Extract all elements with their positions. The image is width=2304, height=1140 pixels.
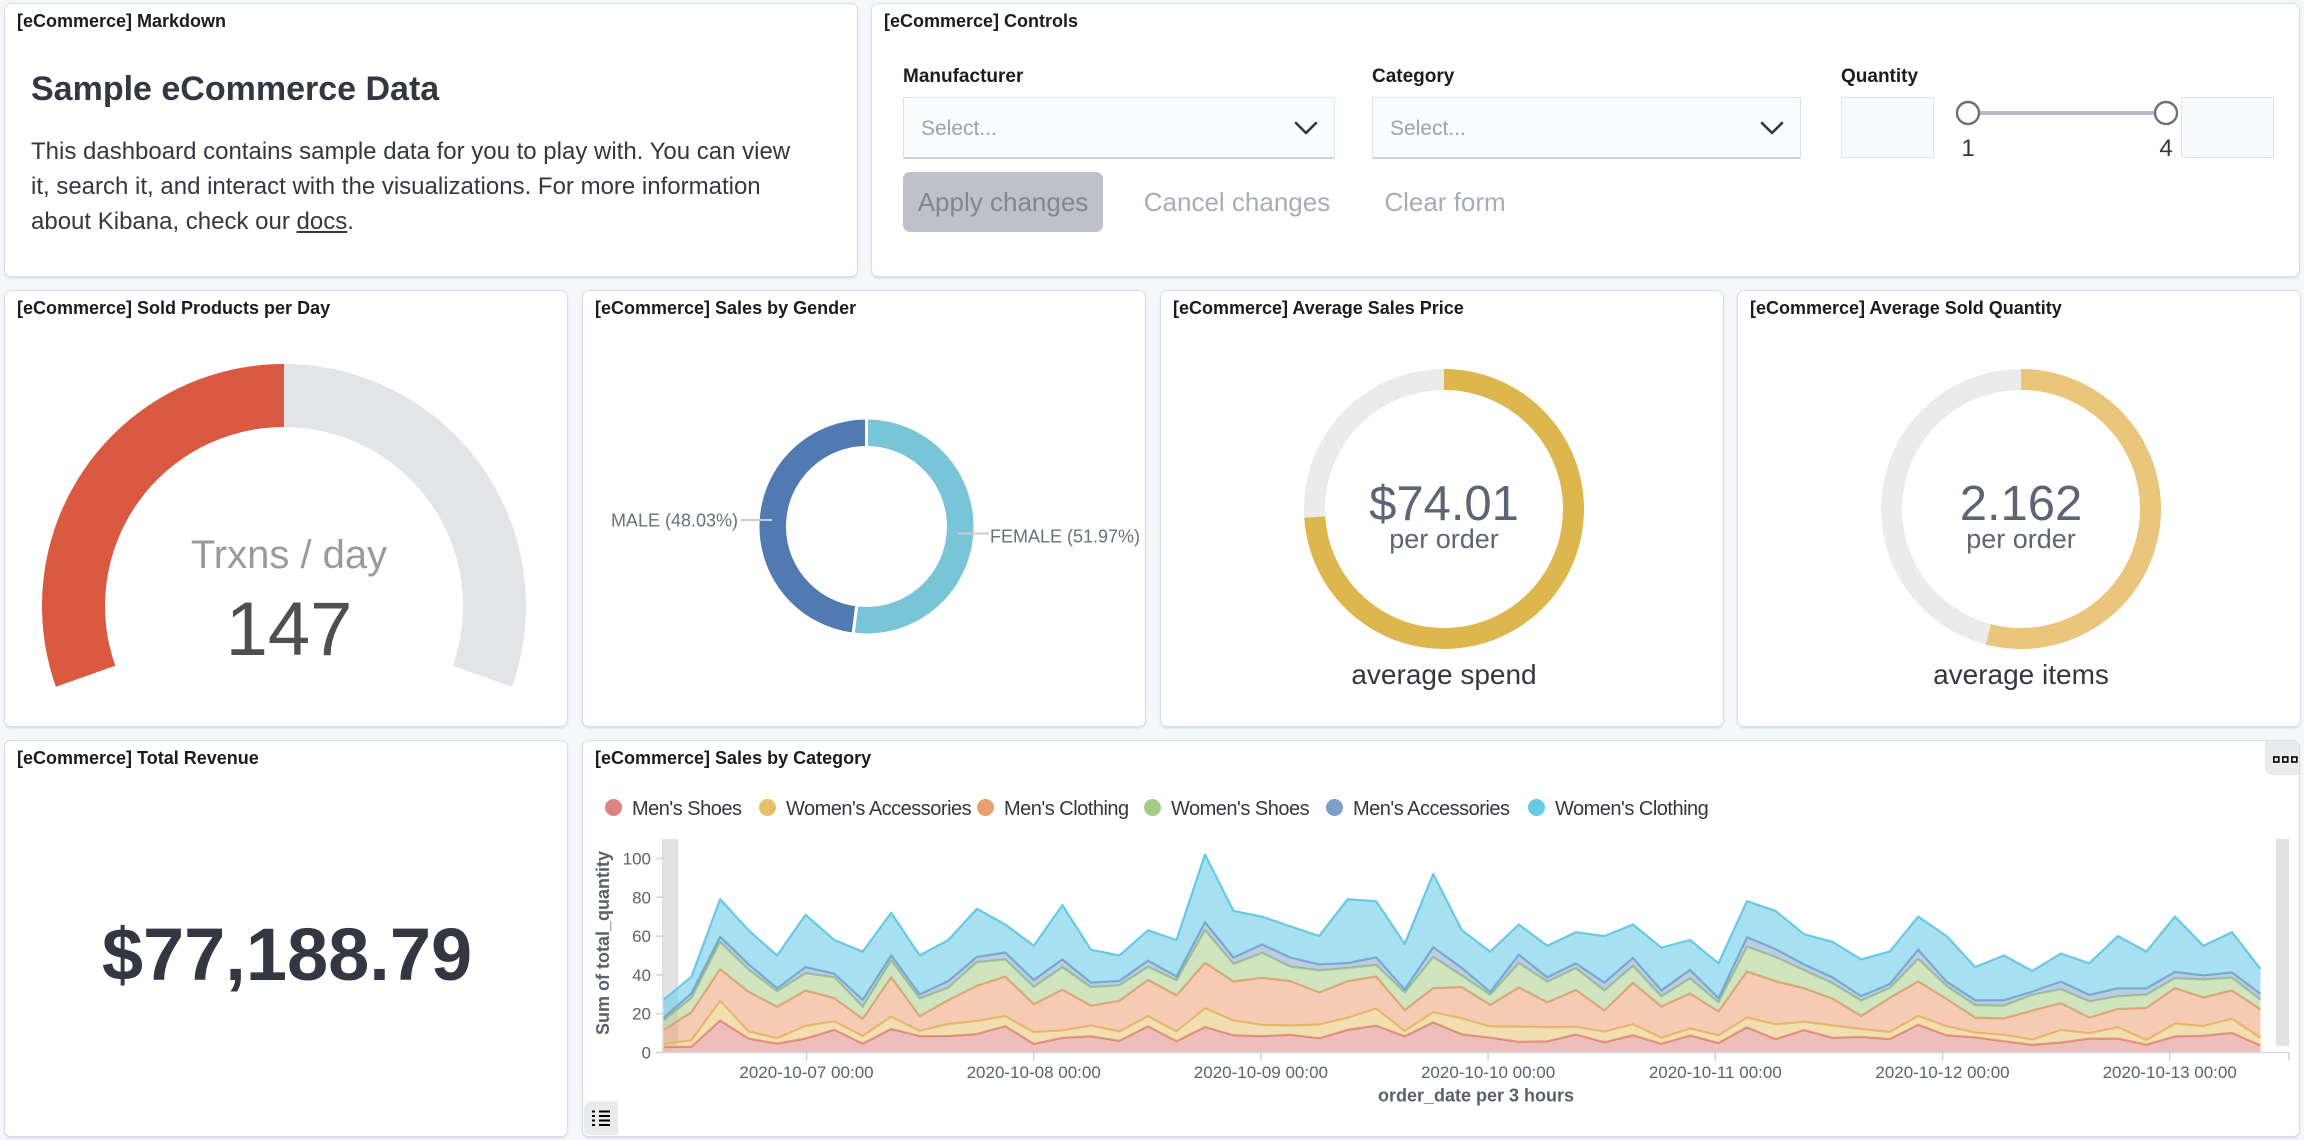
svg-text:2020-10-09 00:00: 2020-10-09 00:00 xyxy=(1194,1063,1328,1082)
svg-text:Sum of total_quantity: Sum of total_quantity xyxy=(593,851,613,1035)
svg-text:per order: per order xyxy=(1966,524,2076,554)
svg-text:order_date per 3 hours: order_date per 3 hours xyxy=(1378,1086,1574,1106)
svg-text:2020-10-13 00:00: 2020-10-13 00:00 xyxy=(2103,1063,2237,1082)
svg-text:2020-10-11 00:00: 2020-10-11 00:00 xyxy=(1649,1063,1782,1082)
svg-text:4: 4 xyxy=(2159,135,2172,162)
svg-text:per order: per order xyxy=(1389,524,1499,554)
svg-text:average spend: average spend xyxy=(1351,659,1536,690)
svg-text:60: 60 xyxy=(632,927,651,946)
svg-text:0: 0 xyxy=(642,1044,651,1063)
svg-text:Trxns / day: Trxns / day xyxy=(191,533,387,577)
svg-text:100: 100 xyxy=(623,850,651,869)
svg-text:2.162: 2.162 xyxy=(1960,477,2083,531)
svg-text:average items: average items xyxy=(1933,659,2109,690)
svg-text:1: 1 xyxy=(1961,135,1974,162)
svg-text:2020-10-12 00:00: 2020-10-12 00:00 xyxy=(1875,1063,2009,1082)
svg-text:$74.01: $74.01 xyxy=(1369,477,1519,531)
svg-text:20: 20 xyxy=(632,1005,651,1024)
svg-text:40: 40 xyxy=(632,966,651,985)
svg-text:FEMALE (51.97%): FEMALE (51.97%) xyxy=(990,527,1140,547)
svg-text:2020-10-08 00:00: 2020-10-08 00:00 xyxy=(967,1063,1101,1082)
svg-text:2020-10-10 00:00: 2020-10-10 00:00 xyxy=(1421,1063,1555,1082)
svg-text:80: 80 xyxy=(632,888,651,907)
svg-text:2020-10-07 00:00: 2020-10-07 00:00 xyxy=(739,1063,873,1082)
svg-text:147: 147 xyxy=(226,587,353,672)
svg-text:MALE (48.03%): MALE (48.03%) xyxy=(611,511,738,531)
